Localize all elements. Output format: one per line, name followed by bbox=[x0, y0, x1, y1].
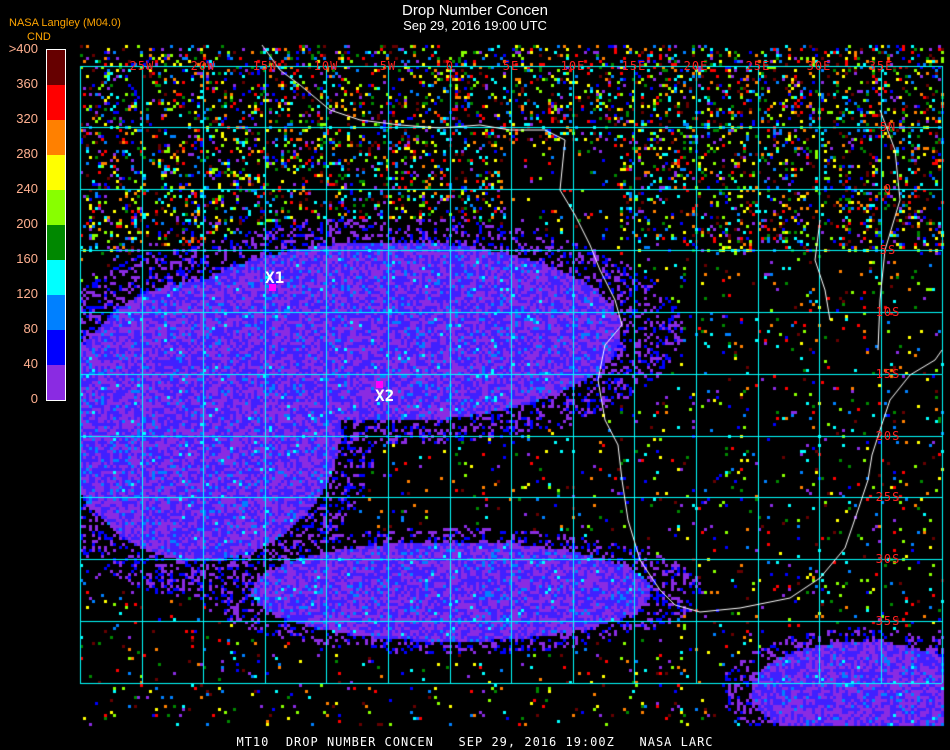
latitude-label: 20S bbox=[875, 429, 901, 443]
longitude-label: 10W bbox=[313, 59, 339, 73]
legend-tick: 0 bbox=[30, 391, 38, 406]
longitude-label: 35E bbox=[868, 59, 894, 73]
legend-tick: 200 bbox=[16, 216, 38, 231]
color-scale-bar bbox=[46, 49, 66, 401]
legend-swatch bbox=[47, 365, 65, 400]
latitude-label: 25S bbox=[875, 490, 901, 504]
legend-tick: 80 bbox=[23, 321, 38, 336]
legend-tick: 280 bbox=[16, 146, 38, 161]
legend-swatch bbox=[47, 50, 65, 85]
legend-swatch bbox=[47, 85, 65, 120]
legend-tick: 160 bbox=[16, 251, 38, 266]
legend-tick: 120 bbox=[16, 286, 38, 301]
footer-caption: MT10 DROP NUMBER CONCEN SEP 29, 2016 19:… bbox=[236, 735, 714, 749]
legend-swatch bbox=[47, 260, 65, 295]
legend-swatch bbox=[47, 155, 65, 190]
longitude-label: 30E bbox=[806, 59, 832, 73]
legend-swatch bbox=[47, 120, 65, 155]
latitude-label: 10S bbox=[875, 305, 901, 319]
latitude-label: 35S bbox=[875, 614, 901, 628]
latitude-label: 15S bbox=[875, 367, 901, 381]
legend-swatch bbox=[47, 330, 65, 365]
marker-x1-point bbox=[269, 284, 276, 291]
longitude-label: 15E bbox=[621, 59, 647, 73]
latitude-label: 5N bbox=[879, 120, 897, 134]
longitude-label: 10E bbox=[560, 59, 586, 73]
longitude-label: 25W bbox=[129, 59, 155, 73]
longitude-label: 15W bbox=[252, 59, 278, 73]
legend-tick: >400 bbox=[8, 41, 38, 56]
marker-x2-point bbox=[376, 381, 383, 388]
legend-swatch bbox=[47, 190, 65, 225]
marker-x2-label: X2 bbox=[375, 386, 395, 405]
legend-swatch bbox=[47, 295, 65, 330]
legend-tick: 40 bbox=[23, 356, 38, 371]
longitude-label: 5E bbox=[502, 59, 520, 73]
longitude-label: 20W bbox=[190, 59, 216, 73]
latitude-label: 5S bbox=[879, 243, 897, 257]
marker-x1-label: X1 bbox=[265, 268, 285, 287]
longitude-label: 5W bbox=[379, 59, 397, 73]
longitude-label: 20E bbox=[683, 59, 709, 73]
legend-tick: 320 bbox=[16, 111, 38, 126]
legend-tick: 360 bbox=[16, 76, 38, 91]
latitude-label: 30S bbox=[875, 552, 901, 566]
latitude-label: 0 bbox=[883, 182, 893, 196]
longitude-label: 25E bbox=[745, 59, 771, 73]
agency-label: NASA Langley (M04.0) bbox=[9, 17, 121, 29]
longitude-label: 0 bbox=[445, 59, 455, 73]
legend-swatch bbox=[47, 225, 65, 260]
legend-unit: CND bbox=[27, 31, 51, 43]
legend-tick: 240 bbox=[16, 181, 38, 196]
